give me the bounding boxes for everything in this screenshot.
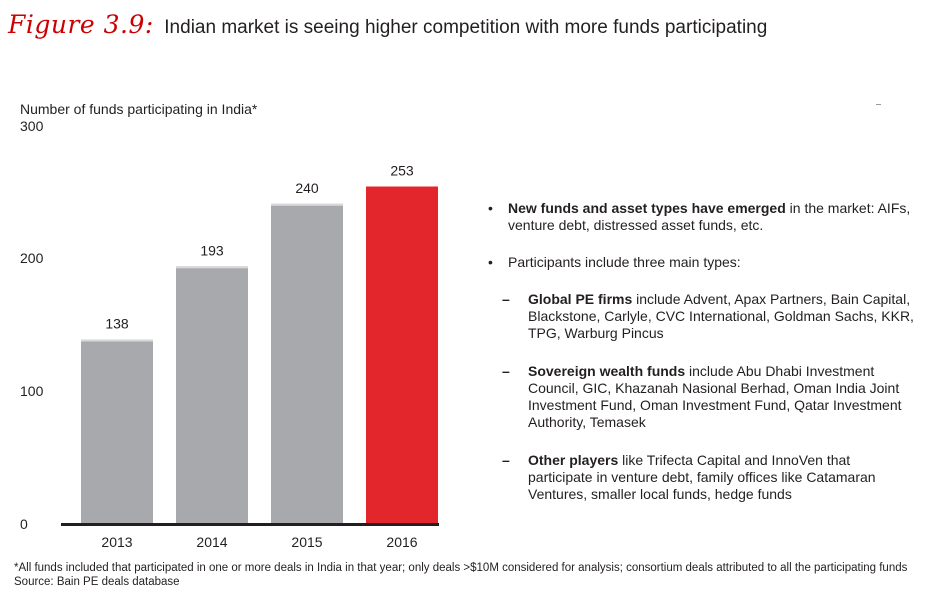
dash-icon: – [502,363,510,379]
x-tick-2015: 2015 [291,534,322,550]
sub-bullet-3-bold: Other players [528,452,619,468]
bar-cap-2015 [271,203,343,206]
figure-heading: Indian market is seeing higher competiti… [164,17,768,38]
bullet-2-text: Participants include three main types: [508,254,741,270]
bullet-1-text: in the market: AIFs, venture debt, distr… [508,200,911,233]
bar-cap-2014 [176,266,248,269]
y-tick-200: 200 [20,250,44,266]
sub-bullet-2-text: include Abu Dhabi Investment Council, GI… [528,363,902,430]
source: Source: Bain PE deals database [14,576,180,588]
bullet-new-funds: • New funds and asset types have emerged… [488,200,918,234]
corner-mark [876,104,881,105]
bullet-dot-icon: • [488,254,493,270]
bullet-dot-icon: • [488,200,493,216]
dash-icon: – [502,452,510,468]
commentary: • New funds and asset types have emerged… [488,200,918,524]
x-tick-2014: 2014 [196,534,227,550]
bar-2013 [81,339,153,523]
sub-bullet-other: – Other players like Trifecta Capital an… [488,452,918,503]
bar-2016 [366,186,438,523]
y-tick-300: 300 [20,118,44,134]
sub-bullet-sovereign: – Sovereign wealth funds include Abu Dha… [488,363,918,431]
bullet-1-bold: New funds and asset types have emerged [508,200,786,216]
x-axis-line [61,523,439,526]
y-axis-title: Number of funds participating in India* [20,101,258,117]
bar-cap-2013 [81,339,153,342]
bullet-participants: • Participants include three main types: [488,254,918,271]
y-tick-100: 100 [20,383,44,399]
data-label-2015: 240 [295,180,319,196]
sub-bullet-3-text: like Trifecta Capital and InnoVen that p… [528,452,876,502]
figure-title: Figure 3.9: Indian market is seeing high… [8,10,767,39]
data-label-2016: 253 [390,163,414,179]
dash-icon: – [502,291,510,307]
bar-2014 [176,266,248,523]
footnote-block: *All funds included that participated in… [14,561,907,589]
y-tick-0: 0 [20,516,28,532]
data-label-2013: 138 [105,315,129,331]
sub-bullet-2-bold: Sovereign wealth funds [528,363,686,379]
sub-bullet-1-bold: Global PE firms [528,291,633,307]
bar-2015 [271,203,343,524]
footnote: *All funds included that participated in… [14,562,908,574]
x-tick-2016: 2016 [386,534,417,550]
sub-bullet-1-text: include Advent, Apax Partners, Bain Capi… [528,291,914,341]
sub-bullet-global-pe: – Global PE firms include Advent, Apax P… [488,291,918,342]
x-tick-2013: 2013 [101,534,132,550]
data-label-2014: 193 [200,242,224,258]
figure-number: Figure 3.9: [8,10,154,39]
